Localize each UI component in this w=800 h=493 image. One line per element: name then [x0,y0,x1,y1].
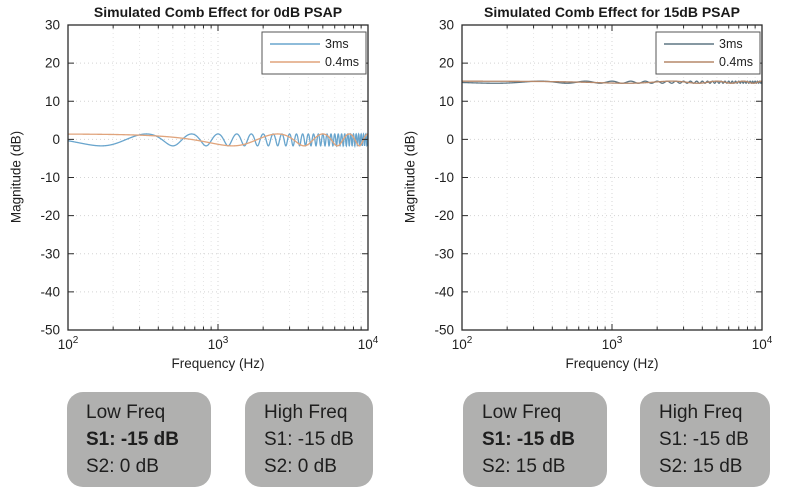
callout-high-freq-0db: High Freq S1: -15 dB S2: 0 dB [245,392,373,487]
svg-text:3ms: 3ms [719,37,743,51]
callout-s2-value: S2: 0 dB [86,456,159,477]
svg-text:-10: -10 [434,170,454,185]
svg-text:20: 20 [45,56,60,71]
svg-text:-40: -40 [40,284,60,299]
svg-text:0: 0 [52,132,60,147]
callout-s2-value: S2: 0 dB [264,456,337,477]
comb-plot-0db-psap: -50 -40 -30 -20 -10 0 10 20 30 102 103 104 3ms 0.4ms [40,18,379,353]
svg-text:3ms: 3ms [325,37,349,51]
chart-panel-0db-psap: Simulated Comb Effect for 0dB PSAP Magni… [0,0,400,385]
chart-title-0db: Simulated Comb Effect for 0dB PSAP [93,4,343,20]
svg-text:104: 104 [752,335,773,352]
callout-s1-value: S1: -15 dB [659,429,749,450]
callout-heading: Low Freq [482,402,562,423]
callout-high-freq-15db: High Freq S1: -15 dB S2: 15 dB [640,392,770,487]
x-axis-label-0db: Frequency (Hz) [171,356,265,371]
svg-text:103: 103 [602,335,623,352]
x-axis-label-15db: Frequency (Hz) [565,356,659,371]
callout-low-freq-0db: Low Freq S1: -15 dB S2: 0 dB [67,392,211,487]
callout-s1-value: S1: -15 dB [482,429,575,450]
callout-heading: High Freq [659,402,743,423]
callout-low-freq-15db: Low Freq S1: -15 dB S2: 15 dB [463,392,607,487]
svg-text:0: 0 [446,132,454,147]
svg-text:-40: -40 [434,284,454,299]
svg-text:102: 102 [58,335,79,352]
svg-text:-50: -50 [434,323,454,338]
svg-text:30: 30 [45,18,60,33]
callout-heading: High Freq [264,402,348,423]
comb-plot-15db-psap: -50 -40 -30 -20 -10 0 10 20 30 102 103 104 3ms 0.4ms [434,18,773,353]
svg-text:0.4ms: 0.4ms [719,55,753,69]
callout-s1-value: S1: -15 dB [264,429,354,450]
svg-text:10: 10 [45,94,60,109]
callout-s2-value: S2: 15 dB [659,456,743,477]
svg-text:-20: -20 [40,208,60,223]
chart-panel-15db-psap: Simulated Comb Effect for 15dB PSAP Magn… [394,0,794,385]
callout-s1-value: S1: -15 dB [86,429,179,450]
svg-text:20: 20 [439,56,454,71]
chart-title-15db: Simulated Comb Effect for 15dB PSAP [484,4,740,20]
svg-text:0.4ms: 0.4ms [325,55,359,69]
svg-text:-30: -30 [434,246,454,261]
callout-s2-value: S2: 15 dB [482,456,566,477]
svg-text:-30: -30 [40,246,60,261]
svg-text:104: 104 [358,335,379,352]
svg-text:103: 103 [208,335,229,352]
svg-text:-20: -20 [434,208,454,223]
callout-heading: Low Freq [86,402,166,423]
svg-text:-50: -50 [40,323,60,338]
svg-text:30: 30 [439,18,454,33]
svg-text:102: 102 [452,335,473,352]
svg-text:-10: -10 [40,170,60,185]
svg-text:10: 10 [439,94,454,109]
